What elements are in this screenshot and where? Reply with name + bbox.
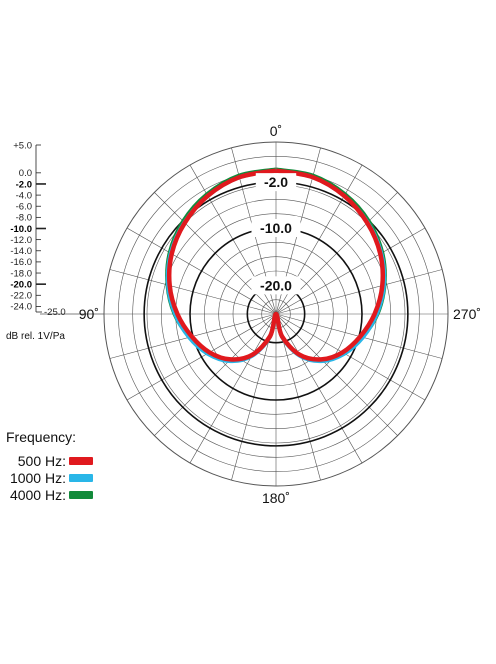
angle-label: 270˚ — [453, 306, 481, 322]
ring-label: -2.0 — [264, 174, 288, 190]
scale-label: -8.0 — [16, 213, 32, 224]
ring-label-bg — [255, 173, 297, 192]
db-scale: +5.00.0-2.0-4.0-6.0-8.0-10.0-12.0-14.0-1… — [6, 140, 66, 342]
scale-label: 0.0 — [19, 168, 32, 179]
legend-item: 4000 Hz: — [0, 487, 96, 505]
scale-label: -24.0 — [10, 302, 32, 313]
legend-swatch — [69, 457, 93, 465]
scale-label: -20.0 — [10, 279, 32, 290]
polar-curves — [165, 167, 387, 364]
angle-label: 180˚ — [262, 490, 290, 506]
angle-label: 0˚ — [270, 123, 282, 139]
scale-label: -14.0 — [10, 246, 32, 257]
scale-label: -4.0 — [16, 190, 32, 201]
angle-label: 90˚ — [79, 306, 99, 322]
legend-swatch — [69, 474, 93, 482]
series-curve-500hz — [166, 168, 386, 362]
scale-label: -12.0 — [10, 235, 32, 246]
scale-label: -6.0 — [16, 202, 32, 213]
ring-label: -20.0 — [260, 277, 292, 293]
legend-swatch — [69, 491, 93, 499]
polar-grid — [40, 141, 449, 487]
ring-label-bg — [251, 276, 301, 295]
scale-label: -18.0 — [10, 268, 32, 279]
ring-label-bg — [251, 219, 301, 237]
legend-label: 500 Hz: — [17, 453, 66, 469]
scale-label: +5.0 — [13, 140, 32, 151]
unit-label: dB rel. 1V/Pa — [6, 331, 65, 342]
scale-label: -25.0 — [44, 307, 66, 318]
legend-title: Frequency: — [6, 429, 77, 445]
scale-label: -2.0 — [16, 179, 32, 190]
legend-item: 1000 Hz: — [0, 470, 96, 488]
scale-label: -22.0 — [10, 291, 32, 302]
legend-label: 4000 Hz: — [9, 487, 66, 503]
scale-label: -16.0 — [10, 257, 32, 268]
legend-label: 1000 Hz: — [9, 470, 66, 486]
chart-labels: -2.0 -10.0 -20.0 0˚ 90˚ 180˚ 270˚ — [79, 123, 481, 506]
scale-label: -10.0 — [10, 224, 32, 235]
legend-item: 500 Hz: — [0, 453, 96, 471]
ring-label: -10.0 — [260, 220, 292, 236]
